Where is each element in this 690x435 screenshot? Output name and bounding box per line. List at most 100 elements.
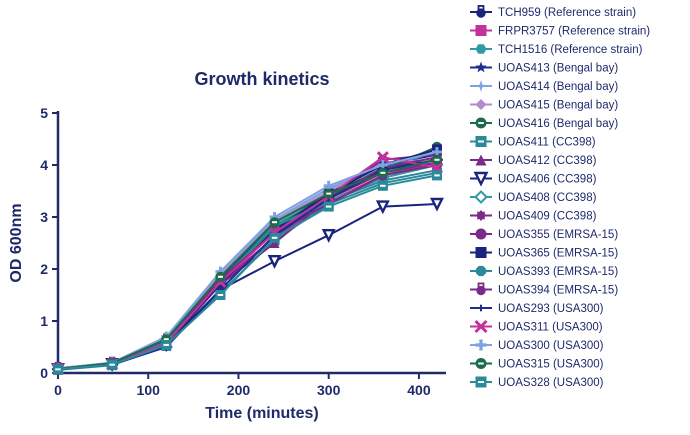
legend-marker <box>475 117 487 129</box>
legend-marker <box>475 339 487 351</box>
series-line <box>57 203 438 371</box>
legend-label: UOAS416 (Bengal bay) <box>498 118 618 130</box>
data-point <box>267 255 282 269</box>
legend-label: TCH959 (Reference strain) <box>498 7 636 19</box>
legend-marker <box>475 228 487 240</box>
legend-marker <box>473 171 489 187</box>
legend-label: UOAS406 (CC398) <box>498 174 597 186</box>
legend-item: TCH959 (Reference strain) <box>470 5 636 19</box>
legend-marker <box>474 304 488 312</box>
data-point <box>53 364 63 375</box>
legend-marker <box>475 358 487 369</box>
legend-item: UOAS355 (EMRSA-15) <box>470 228 618 241</box>
legend-item: UOAS416 (Bengal bay) <box>470 117 618 130</box>
data-point <box>431 170 442 181</box>
legend-marker <box>475 44 487 54</box>
y-axis-title: OD 600nm <box>8 203 25 282</box>
legend-marker <box>474 190 488 204</box>
y-tick-label: 4 <box>40 157 48 173</box>
legend-marker <box>475 265 487 277</box>
legend-label: UOAS393 (EMRSA-15) <box>498 266 618 278</box>
series-8 <box>53 167 442 375</box>
legend-marker <box>474 79 488 93</box>
legend-item: TCH1516 (Reference strain) <box>470 44 643 56</box>
legend-marker <box>475 376 487 388</box>
legend-item: UOAS311 (USA300) <box>470 319 603 334</box>
x-tick-label: 300 <box>317 382 341 398</box>
data-point <box>269 217 280 228</box>
legend-label: UOAS412 (CC398) <box>498 155 597 167</box>
legend-label: UOAS411 (CC398) <box>498 137 596 149</box>
legend-marker <box>475 247 487 258</box>
data-point <box>215 266 226 277</box>
legend-label: UOAS394 (EMRSA-15) <box>498 285 618 297</box>
x-tick-label: 100 <box>137 382 161 398</box>
legend-label: TCH1516 (Reference strain) <box>498 44 643 56</box>
legend-label: UOAS414 (Bengal bay) <box>498 81 618 93</box>
legend-item: FRPR3757 (Reference strain) <box>470 25 650 38</box>
legend-marker <box>475 99 487 110</box>
data-point <box>376 151 389 164</box>
legend-item: UOAS409 (CC398) <box>470 210 597 223</box>
x-tick-label: 0 <box>54 382 62 398</box>
data-point <box>323 180 334 191</box>
legend-item: UOAS365 (EMRSA-15) <box>470 247 618 260</box>
legend-label: UOAS408 (CC398) <box>498 192 597 204</box>
series-15 <box>53 165 442 374</box>
legend-label: UOAS415 (Bengal bay) <box>498 100 618 112</box>
x-tick-label: 400 <box>407 382 431 398</box>
legend-marker <box>475 25 487 36</box>
data-point <box>214 286 227 293</box>
legend-label: UOAS300 (USA300) <box>498 340 604 352</box>
legend: TCH959 (Reference strain) FRPR3757 (Refer… <box>470 5 650 389</box>
legend-item: UOAS328 (USA300) <box>470 376 604 389</box>
series-21 <box>53 170 442 375</box>
legend-item: UOAS413 (Bengal bay) <box>470 61 618 75</box>
axes: 0 1 2 3 4 5 0 100 200 300 400 <box>40 105 446 398</box>
series-line <box>57 158 438 370</box>
x-tick-label: 200 <box>227 382 251 398</box>
legend-label: UOAS311 (USA300) <box>498 322 603 334</box>
data-point <box>375 200 390 215</box>
series-line <box>57 174 438 371</box>
x-axis-title: Time (minutes) <box>205 405 319 422</box>
y-tick-label: 2 <box>40 261 48 277</box>
legend-item: UOAS415 (Bengal bay) <box>470 99 618 112</box>
legend-label: UOAS315 (USA300) <box>498 359 604 371</box>
legend-label: UOAS355 (EMRSA-15) <box>498 229 618 241</box>
legend-label: UOAS328 (USA300) <box>498 377 604 389</box>
chart-title: Growth kinetics <box>194 69 329 89</box>
series-lines <box>51 141 444 378</box>
data-point <box>430 197 444 212</box>
legend-item: UOAS300 (USA300) <box>470 339 604 352</box>
legend-label: FRPR3757 (Reference strain) <box>498 26 650 38</box>
legend-label: UOAS293 (USA300) <box>498 303 604 315</box>
data-point <box>269 232 280 243</box>
legend-item: UOAS315 (USA300) <box>470 358 604 371</box>
legend-item: UOAS414 (Bengal bay) <box>470 79 618 93</box>
data-point <box>215 271 226 282</box>
legend-label: UOAS409 (CC398) <box>498 211 597 223</box>
data-point <box>321 228 336 243</box>
data-point <box>431 147 442 157</box>
legend-marker <box>476 282 486 296</box>
data-point <box>323 188 334 199</box>
data-point <box>431 154 442 165</box>
data-point <box>377 180 388 191</box>
legend-item: UOAS412 (CC398) <box>470 154 597 167</box>
legend-item: UOAS408 (CC398) <box>470 190 597 204</box>
y-tick-label: 1 <box>40 313 48 329</box>
legend-item: UOAS393 (EMRSA-15) <box>470 265 618 278</box>
data-point <box>269 212 280 222</box>
series-line <box>57 169 438 370</box>
data-point <box>269 238 280 248</box>
data-point <box>323 201 334 212</box>
data-point <box>215 290 226 300</box>
y-tick-label: 0 <box>40 365 48 381</box>
data-point <box>107 359 118 370</box>
legend-marker <box>475 136 487 147</box>
legend-marker <box>475 210 487 221</box>
data-point <box>322 195 335 202</box>
